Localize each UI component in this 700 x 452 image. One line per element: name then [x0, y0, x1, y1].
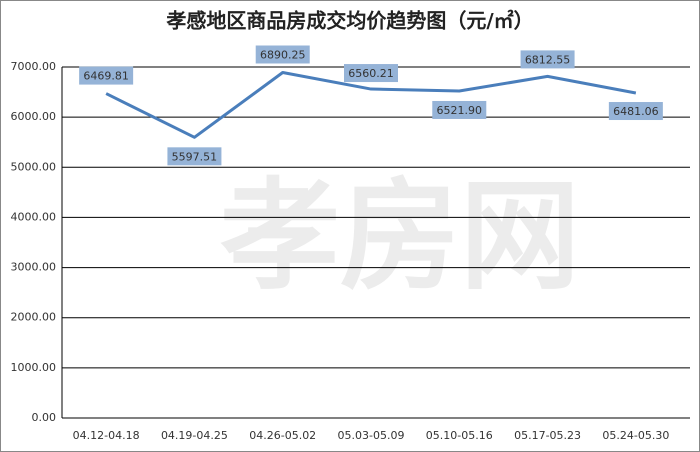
data-label: 6521.90 — [437, 104, 483, 117]
chart-title: 孝感地区商品房成交均价趋势图（元/㎡） — [165, 9, 533, 33]
watermark: 孝房网 — [220, 168, 580, 307]
x-tick-label: 05.10-05.16 — [426, 429, 493, 442]
data-label-box — [432, 100, 487, 119]
x-tick-label: 04.19-04.25 — [161, 429, 228, 442]
x-tick-label: 04.26-05.02 — [249, 429, 316, 442]
x-tick-label: 05.24-05.30 — [602, 429, 669, 442]
data-label: 6890.25 — [260, 49, 306, 62]
line — [105, 71, 637, 139]
x-tick-label: 04.12-04.18 — [73, 429, 140, 442]
data-label-box — [79, 66, 134, 85]
y-tick-label: 5000.00 — [11, 160, 57, 173]
data-label: 6469.81 — [83, 70, 129, 83]
x-tick-label: 05.03-05.09 — [338, 429, 405, 442]
data-label-box — [255, 45, 310, 64]
y-tick-label: 2000.00 — [11, 311, 57, 324]
data-label: 6481.06 — [613, 105, 659, 118]
data-label-box — [608, 102, 663, 121]
y-tick-label: 0.00 — [32, 411, 57, 424]
y-tick-label: 3000.00 — [11, 261, 57, 274]
y-tick-label: 7000.00 — [11, 60, 57, 73]
data-label-box — [344, 64, 398, 83]
y-tick-label: 1000.00 — [11, 361, 57, 374]
y-tick-label: 4000.00 — [11, 210, 57, 223]
x-tick-label: 05.17-05.23 — [514, 429, 581, 442]
data-label: 6560.21 — [348, 67, 394, 80]
data-label-box — [520, 50, 575, 69]
data-label-box — [167, 147, 222, 166]
y-tick-label: 6000.00 — [11, 110, 57, 123]
data-label: 5597.51 — [172, 150, 218, 163]
data-label: 6812.55 — [525, 53, 571, 66]
